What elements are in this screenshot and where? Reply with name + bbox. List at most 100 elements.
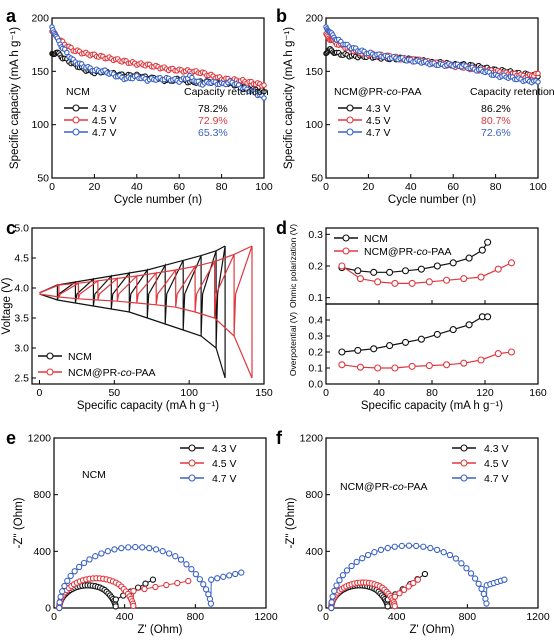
x-tick-label-b: 40 — [405, 181, 417, 193]
x-tick-label-e: 800 — [187, 611, 205, 623]
y-tick-label-a: 150 — [31, 66, 49, 78]
x-tick-label-c: 100 — [180, 387, 198, 399]
data-point — [214, 575, 221, 582]
plot-frame-c — [31, 227, 265, 385]
data-point — [329, 593, 336, 600]
data-point — [64, 577, 71, 584]
legend-retention-value: 78.2% — [198, 103, 228, 115]
x-tick-label-e: 1200 — [254, 611, 278, 623]
data-point — [410, 579, 417, 587]
data-point — [142, 580, 149, 587]
plot-frame-a — [51, 17, 265, 179]
data-point — [354, 346, 362, 354]
data-point — [501, 576, 508, 583]
y-tick-label-a: 200 — [31, 13, 49, 25]
data-point — [165, 550, 173, 557]
legend-marker — [460, 444, 468, 452]
y-tick-label-d: 0.0 — [308, 379, 323, 391]
data-point — [400, 586, 408, 594]
data-point — [408, 279, 416, 287]
data-point — [405, 583, 412, 590]
data-point — [343, 567, 351, 574]
data-point — [86, 556, 93, 563]
data-point — [377, 546, 385, 554]
y-tick-label-e: 1200 — [28, 433, 52, 445]
data-point — [484, 313, 492, 321]
data-point — [371, 549, 378, 556]
data-point — [261, 88, 267, 95]
data-point — [111, 546, 118, 553]
x-tick-label-c: 0 — [37, 387, 43, 399]
x-tick-label-a: 40 — [131, 181, 143, 193]
data-point — [458, 560, 465, 567]
data-point — [370, 268, 378, 276]
data-point — [98, 550, 105, 557]
data-point — [449, 326, 457, 334]
panel-letter-f: f — [276, 428, 283, 448]
legend-retention-value: 65.3% — [198, 127, 228, 139]
legend-marker — [460, 474, 468, 482]
data-point — [338, 361, 346, 369]
legend-label: 4.3 V — [366, 103, 391, 115]
x-tick-label-b: 80 — [490, 181, 502, 193]
x-tick-label-a: 60 — [173, 181, 185, 193]
legend-label: 4.5 V — [92, 115, 117, 127]
legend-marker — [346, 116, 354, 124]
x-tick-label-b: 20 — [363, 181, 375, 193]
panel-letter-c: c — [6, 218, 16, 238]
data-point — [475, 580, 482, 587]
data-point — [405, 542, 413, 549]
y-axis-label-d: Overpotential (V) — [288, 312, 298, 376]
data-point — [413, 542, 420, 550]
data-point — [374, 364, 382, 372]
data-point — [386, 342, 394, 350]
y-axis-label-b: Specific capacity (mA h g⁻¹) — [283, 27, 295, 169]
x-tick-label-d: 80 — [426, 387, 438, 399]
data-point — [348, 562, 355, 570]
x-tick-label-a: 80 — [216, 181, 228, 193]
data-point — [449, 259, 457, 267]
legend-marker — [346, 104, 354, 112]
legend-marker — [342, 234, 350, 242]
data-point — [452, 555, 460, 562]
data-point — [465, 321, 473, 329]
y-tick-label-d: 0.4 — [308, 315, 323, 327]
series-line-black — [341, 316, 488, 353]
data-point — [61, 582, 68, 590]
x-axis-label-e: Z' (Ohm) — [138, 624, 183, 636]
data-point — [354, 267, 362, 275]
data-point — [226, 572, 233, 579]
data-point — [132, 543, 139, 551]
data-point — [192, 571, 200, 578]
charge-envelope — [39, 245, 226, 294]
legend-marker — [72, 128, 80, 136]
data-point — [374, 278, 382, 286]
legend-retention-value: 86.2% — [481, 103, 511, 115]
x-tick-label-d: 160 — [529, 387, 547, 399]
x-tick-label-c: 50 — [108, 387, 120, 399]
data-point — [159, 548, 166, 555]
data-point — [446, 551, 454, 559]
data-point — [125, 544, 132, 551]
data-point — [494, 350, 502, 358]
legend-label: 4.3 V — [212, 443, 237, 455]
legend-retention-value: 80.7% — [481, 115, 511, 127]
legend-retention-value: 72.9% — [198, 115, 228, 127]
y-tick-label-d: 0.3 — [308, 331, 323, 343]
data-point — [384, 603, 391, 610]
data-point — [152, 546, 160, 553]
data-point — [188, 566, 195, 573]
data-point — [130, 587, 137, 595]
y-tick-label-a: 100 — [31, 119, 49, 131]
data-point — [478, 585, 485, 593]
data-point — [328, 599, 335, 606]
y-axis-label-a: Specific capacity (mA h g⁻¹) — [9, 27, 21, 169]
legend-label: 4.5 V — [484, 458, 509, 470]
legend-retention-header: Capacity retention — [184, 86, 269, 98]
x-axis-label-c: Specific capacity (mA h g⁻¹) — [77, 400, 219, 412]
y-tick-label-f: 0 — [317, 603, 323, 615]
data-point — [477, 356, 485, 364]
data-point — [384, 544, 391, 552]
data-point — [328, 604, 335, 612]
